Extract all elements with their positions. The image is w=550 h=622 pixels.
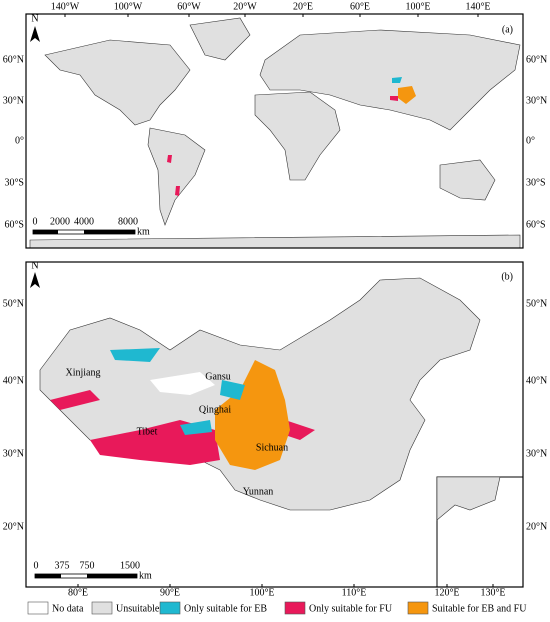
panel-label: (a) xyxy=(502,24,513,35)
bottom-tick-label: 110°E xyxy=(342,587,367,598)
north-label: N xyxy=(31,13,38,24)
left-tick-label: 30°S xyxy=(4,177,24,188)
panel-a-frame xyxy=(25,13,524,249)
left-tick-label: 20°N xyxy=(3,521,24,532)
north-arrow xyxy=(30,26,40,42)
top-tick-label: 140°E xyxy=(465,1,490,12)
scale-label: 1500 xyxy=(120,560,140,571)
left-tick-label: 60°N xyxy=(3,54,24,65)
left-tick-label: 30°N xyxy=(3,95,24,106)
right-tick-label: 30°S xyxy=(526,177,546,188)
top-tick-label: 100°W xyxy=(114,1,143,12)
legend-swatch xyxy=(27,601,49,615)
top-tick-label: 60°E xyxy=(350,1,370,12)
region-label: Gansu xyxy=(205,371,231,382)
top-tick-label: 60°W xyxy=(177,1,201,12)
suitable-both-area xyxy=(398,86,416,104)
right-tick-label: 20°N xyxy=(526,521,547,532)
bottom-tick-label: 90°E xyxy=(160,587,180,598)
scale-unit: km xyxy=(139,570,152,581)
region-label: Yunnan xyxy=(243,486,274,497)
legend-label: Only suitable for EB xyxy=(184,603,267,614)
scale-bar-segment xyxy=(84,230,135,234)
inset-land xyxy=(436,476,501,521)
eb-area xyxy=(110,348,245,435)
region-label: Sichuan xyxy=(256,442,288,453)
scale-label: 375 xyxy=(55,560,70,571)
eb-area xyxy=(392,77,402,83)
left-tick-label: 50°N xyxy=(3,298,24,309)
legend-label: No data xyxy=(52,603,84,614)
legend-swatch xyxy=(159,601,181,615)
bottom-tick-label: 120°E xyxy=(434,587,459,598)
left-tick-label: 40°N xyxy=(3,375,24,386)
top-tick-label: 20°W xyxy=(233,1,257,12)
scale-bar-segment xyxy=(35,574,61,578)
legend-swatch xyxy=(284,601,306,615)
right-tick-label: 50°N xyxy=(526,298,547,309)
scale-label: 8000 xyxy=(118,216,138,227)
right-tick-label: 60°S xyxy=(526,219,546,230)
region-label: Tibet xyxy=(137,426,158,437)
scale-label: 2000 xyxy=(50,216,70,227)
right-tick-label: 40°N xyxy=(526,375,547,386)
panel-label: (b) xyxy=(501,271,513,282)
legend-swatch xyxy=(407,601,429,615)
right-tick-label: 30°N xyxy=(526,448,547,459)
right-tick-label: 60°N xyxy=(526,54,547,65)
region-label: Qinghai xyxy=(199,404,231,415)
scale-bar-segment xyxy=(87,574,137,578)
top-tick-label: 140°W xyxy=(51,1,80,12)
suitable-both-area xyxy=(215,360,290,470)
left-tick-label: 60°S xyxy=(4,219,24,230)
region-label: Xinjiang xyxy=(66,367,101,378)
scale-unit: km xyxy=(137,226,150,237)
legend-label: Suitable for EB and FU xyxy=(432,603,527,614)
scale-label: 0 xyxy=(34,560,39,571)
scale-label: 4000 xyxy=(74,216,94,227)
world-land xyxy=(29,17,521,249)
left-tick-label: 0° xyxy=(15,135,24,146)
top-tick-label: 100°E xyxy=(405,1,430,12)
north-label: N xyxy=(31,260,38,271)
bottom-tick-label: 100°E xyxy=(249,587,274,598)
legend-label: Only suitable for FU xyxy=(309,603,393,614)
legend-label: Unsuitable xyxy=(116,603,160,614)
top-tick-label: 20°E xyxy=(293,1,313,12)
scale-label: 0 xyxy=(33,216,38,227)
north-arrow xyxy=(30,272,40,288)
bottom-tick-label: 80°E xyxy=(68,587,88,598)
scale-label: 750 xyxy=(80,560,95,571)
legend-swatch xyxy=(91,601,113,615)
panel-b-frame xyxy=(25,261,524,588)
right-tick-label: 30°N xyxy=(526,95,547,106)
left-tick-label: 30°N xyxy=(3,448,24,459)
scale-bar-segment xyxy=(33,230,58,234)
right-tick-label: 0° xyxy=(526,135,535,146)
no-data-area xyxy=(150,372,215,395)
bottom-tick-label: 130°E xyxy=(480,587,505,598)
